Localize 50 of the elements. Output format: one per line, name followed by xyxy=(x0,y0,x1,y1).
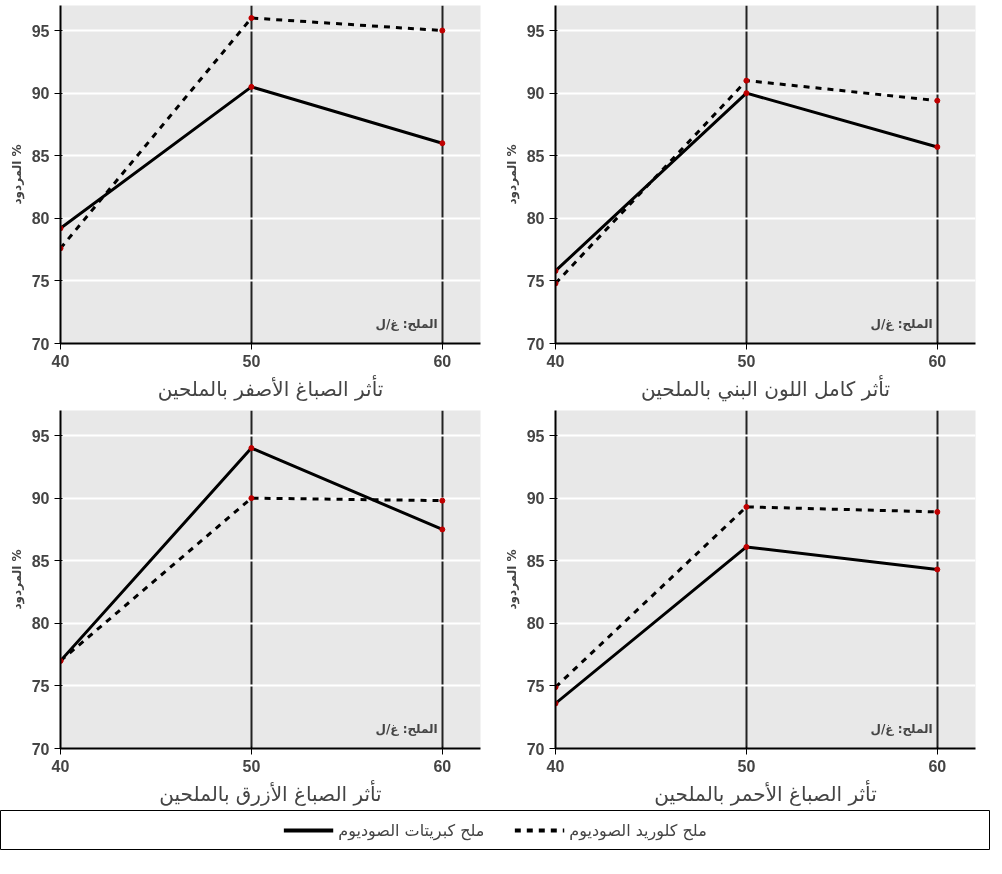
y-tick-label: 85 xyxy=(526,147,545,165)
legend-label: ملح كلوريد الصوديوم xyxy=(569,820,707,840)
y-tick-label: 85 xyxy=(526,552,545,570)
y-tick-label: 80 xyxy=(31,615,50,633)
y-tick-label: 80 xyxy=(526,210,545,228)
x-tick-label: 40 xyxy=(546,352,565,370)
x-axis-title: الملح: غ/ل xyxy=(375,721,438,736)
x-tick-label: 50 xyxy=(737,757,756,775)
text: تأثر الصباغ الأصفر بالملحين xyxy=(157,374,384,401)
x-tick-label: 40 xyxy=(51,757,70,775)
y-tick-label: 75 xyxy=(526,677,545,695)
y-tick-label: 95 xyxy=(526,22,545,40)
y-tick-label: 75 xyxy=(31,677,50,695)
x-tick-label: 50 xyxy=(242,352,261,370)
text: تأثر الصباغ الأزرق بالملحين xyxy=(159,779,382,806)
y-tick-label: 95 xyxy=(526,427,545,445)
y-tick-label: 85 xyxy=(31,147,50,165)
y-tick-label: 75 xyxy=(526,272,545,290)
legend-label: ملح كبريتات الصوديوم xyxy=(338,820,485,840)
y-tick-label: 90 xyxy=(31,85,50,103)
y-tick-label: 70 xyxy=(31,740,50,758)
y-axis-title: المردود % xyxy=(9,549,25,610)
y-tick-label: 90 xyxy=(31,490,50,508)
x-axis-title: الملح: غ/ل xyxy=(870,316,933,331)
y-tick-label: 75 xyxy=(31,272,50,290)
x-tick-label: 60 xyxy=(433,757,452,775)
y-axis-title: المردود % xyxy=(504,144,520,205)
x-tick-label: 40 xyxy=(51,352,70,370)
x-axis-title: الملح: غ/ل xyxy=(375,316,438,331)
y-tick-label: 90 xyxy=(526,85,545,103)
y-tick-label: 85 xyxy=(31,552,50,570)
text: تأثر كامل اللون البني بالملحين xyxy=(641,374,890,402)
y-tick-label: 70 xyxy=(526,335,545,353)
y-tick-label: 70 xyxy=(31,335,50,353)
y-axis-title: المردود % xyxy=(504,549,520,610)
y-tick-label: 95 xyxy=(31,22,50,40)
y-tick-label: 70 xyxy=(526,740,545,758)
text: تأثر الصباغ الأحمر بالملحين xyxy=(654,779,877,806)
y-tick-label: 95 xyxy=(31,427,50,445)
x-tick-label: 50 xyxy=(737,352,756,370)
x-tick-label: 60 xyxy=(928,757,947,775)
x-tick-label: 60 xyxy=(433,352,452,370)
x-tick-label: 50 xyxy=(242,757,261,775)
y-tick-label: 90 xyxy=(526,490,545,508)
y-tick-label: 80 xyxy=(526,615,545,633)
x-tick-label: 60 xyxy=(928,352,947,370)
y-axis-title: المردود % xyxy=(9,144,25,205)
x-axis-title: الملح: غ/ل xyxy=(870,721,933,736)
x-tick-label: 40 xyxy=(546,757,565,775)
y-tick-label: 80 xyxy=(31,210,50,228)
